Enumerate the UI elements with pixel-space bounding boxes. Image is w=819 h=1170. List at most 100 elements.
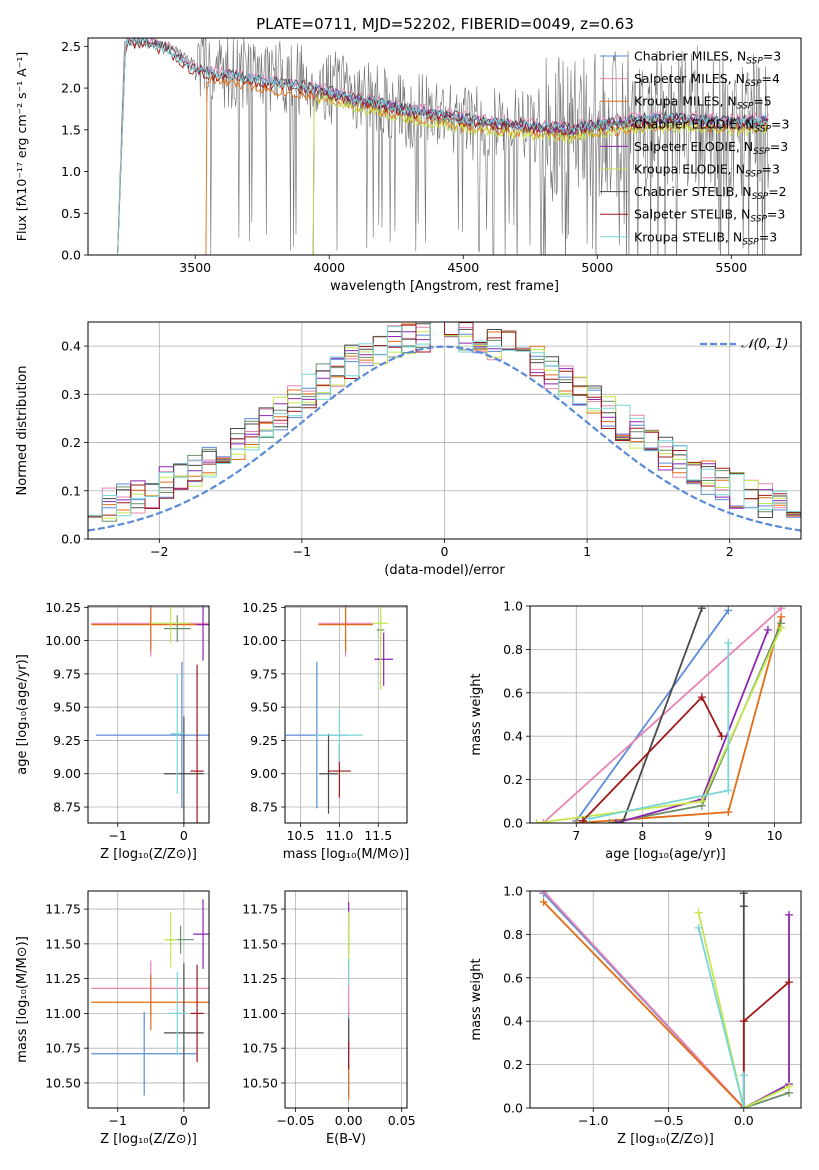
legend-label-chabrier-miles: Chabrier MILES, NSSP=3 [634, 49, 781, 67]
plot-area [532, 606, 786, 823]
x-tick-label: 11.0 [325, 828, 353, 843]
weight-line-kroupa-elodie [697, 912, 790, 1108]
age-vs-mass-panel: 10.5 11.0 11.5 8.75 9.00 9.25 9.50 9.75 10.00 10.… [242, 600, 409, 862]
weight-marker-chabrier-stelib [618, 819, 627, 823]
y-tick-label: 1.0 [503, 599, 523, 614]
weight-marker-chabrier-stelib [697, 606, 706, 613]
weight-marker-kroupa-miles [539, 897, 548, 906]
x-tick-label: 2 [726, 544, 734, 559]
x-tick-label: 4500 [447, 260, 479, 275]
weight-marker-kroupa-elodie [777, 623, 786, 632]
x-axis-label: E(B-V) [326, 1132, 366, 1147]
weight-marker-salpeter-miles [777, 606, 786, 613]
y-tick-label: 10.50 [242, 1075, 278, 1090]
legend-label-kroupa-stelib: Kroupa STELIB, NSSP=3 [634, 229, 777, 247]
y-tick-label: 11.75 [45, 902, 81, 917]
x-axis-label: Z [log₁₀(Z/Z⊙)] [617, 1132, 714, 1147]
x-tick-label: −1 [109, 828, 127, 843]
y-axis-label: mass weight [469, 958, 484, 1040]
y-tick-label: 9.00 [53, 766, 81, 781]
weight-marker-salpeter-stelib [739, 1017, 748, 1026]
y-tick-label: 11.00 [45, 1006, 81, 1021]
x-tick-label: −0.5 [653, 1113, 683, 1128]
y-tick-label: 8.75 [250, 800, 278, 815]
y-tick-label: 0.4 [503, 729, 523, 744]
weight-marker-kroupa-stelib [694, 923, 703, 932]
weight-marker-salpeter-stelib [717, 732, 726, 741]
x-tick-label: 0 [180, 828, 188, 843]
histogram-kroupa-miles [88, 322, 801, 539]
x-tick-label: 0.05 [388, 1113, 416, 1128]
y-axis-label: Normed distribution [15, 366, 30, 496]
y-tick-label: 0.1 [61, 483, 81, 498]
y-tick-label: 10.00 [45, 633, 81, 648]
weight-line-kroupa-stelib [697, 927, 745, 1108]
y-tick-label: 10.00 [242, 633, 278, 648]
observed-spectrum-line [117, 38, 770, 255]
x-axis-label: Z [log₁₀(Z/Z⊙)] [100, 1132, 197, 1147]
y-tick-label: 11.75 [242, 902, 278, 917]
x-tick-label: 10 [767, 828, 783, 843]
x-tick-label: 8 [638, 828, 646, 843]
weight-line-chabrier-elodie [609, 623, 783, 823]
x-tick-label: 0.00 [335, 1113, 363, 1128]
y-tick-label: 2.0 [61, 81, 81, 96]
axes-frame [87, 890, 210, 1109]
legend-label-kroupa-miles: Kroupa MILES, NSSP=5 [634, 94, 772, 112]
x-tick-label: 0 [180, 1113, 188, 1128]
model-spectrum-salpeter-elodie [312, 85, 769, 255]
y-tick-label: 2.5 [61, 39, 81, 54]
x-axis-label: Z [log₁₀(Z/Z⊙)] [100, 847, 197, 862]
legend-label-chabrier-stelib: Chabrier STELIB, NSSP=2 [634, 184, 787, 202]
y-axis-label: mass [log₁₀(M/M⊙)] [15, 936, 30, 1063]
y-tick-label: 0.8 [503, 927, 523, 942]
legend-label-salpeter-miles: Salpeter MILES, NSSP=4 [634, 71, 780, 89]
age-vs-metallicity-panel: −1 0 8.75 9.00 9.25 9.50 9.75 10.00 10.25 Z [log₁… [15, 600, 210, 862]
y-tick-label: 11.00 [242, 1006, 278, 1021]
y-tick-label: 9.75 [53, 666, 81, 681]
axes-frame [284, 605, 408, 824]
y-tick-label: 11.25 [45, 971, 81, 986]
axes-frame [529, 605, 802, 824]
plot-area [88, 322, 801, 539]
y-tick-label: 1.5 [61, 122, 81, 137]
x-tick-label: −1 [109, 1113, 127, 1128]
weight-marker-salpeter-stelib [784, 978, 793, 987]
y-tick-label: 10.25 [45, 600, 81, 615]
weight-marker-salpeter-miles [539, 819, 548, 823]
weight-marker-chabrier-stelib [739, 891, 748, 898]
y-tick-label: 9.25 [250, 733, 278, 748]
weight-marker-salpeter-stelib [697, 693, 706, 702]
histogram-kroupa-stelib [88, 322, 801, 539]
y-tick-label: 9.75 [250, 666, 278, 681]
mass-vs-ebv-panel: −0.05 0.00 0.05 10.50 10.75 11.00 11.25 11.50 11… [242, 890, 416, 1147]
y-axis-label: mass weight [469, 673, 484, 755]
x-tick-label: 5000 [581, 260, 613, 275]
axes-frame [284, 890, 408, 1109]
y-tick-label: 0.2 [503, 772, 523, 787]
weight-marker-kroupa-elodie [532, 819, 541, 823]
y-tick-label: 9.50 [53, 700, 81, 715]
legend-label-chabrier-elodie: Chabrier ELODIE, NSSP=3 [634, 116, 789, 134]
x-tick-label: −2 [150, 544, 168, 559]
y-tick-label: 0.4 [503, 1014, 523, 1029]
y-tick-label: 11.25 [242, 971, 278, 986]
x-tick-label: 9 [704, 828, 712, 843]
y-tick-label: 0.0 [503, 1101, 523, 1116]
weight-marker-kroupa-stelib [585, 814, 594, 823]
weight-line-salpeter-elodie [615, 629, 769, 823]
weight-marker-salpeter-miles [539, 891, 548, 895]
weight-marker-kroupa-stelib [724, 786, 733, 795]
y-tick-label: 9.25 [53, 733, 81, 748]
y-tick-label: 9.00 [250, 766, 278, 781]
spectrum-legend: Chabrier MILES, NSSP=3 Salpeter MILES, NS… [600, 49, 789, 247]
y-tick-label: 11.50 [242, 936, 278, 951]
y-tick-label: 10.50 [45, 1075, 81, 1090]
weight-marker-chabrier-stelib [739, 902, 748, 911]
x-tick-label: 4000 [313, 260, 345, 275]
y-tick-label: 0.3 [61, 387, 81, 402]
histogram-chabrier-stelib [88, 322, 801, 539]
y-tick-label: 0.0 [503, 816, 523, 831]
weight-marker-kroupa-miles [724, 808, 733, 817]
